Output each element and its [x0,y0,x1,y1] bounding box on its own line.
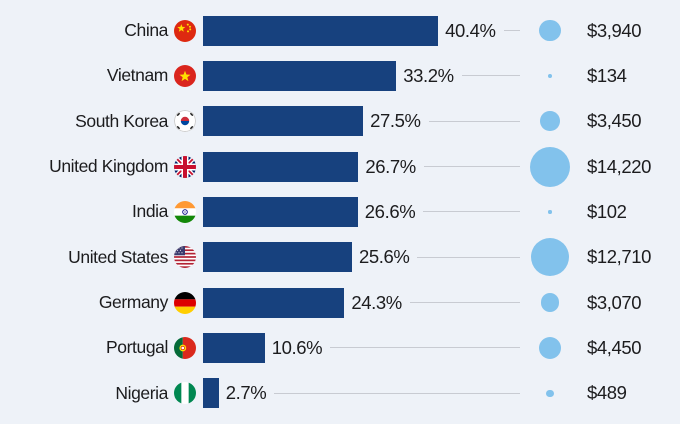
bubble-cell [528,111,572,132]
value-label: $134 [587,64,627,86]
bar [203,60,397,91]
percent-label: 40.4% [445,19,496,41]
germany-flag-icon [174,291,196,314]
percent-label: 10.6% [271,336,323,358]
connector-line [330,347,520,349]
connector-line [461,75,520,77]
bar [203,378,219,409]
value-bubble [548,210,552,214]
value-label: $4,450 [587,336,642,358]
bubble-cell [528,238,572,277]
bubble-cell [528,20,572,42]
value-bubble [539,20,561,42]
united-kingdom-flag-icon [174,155,196,178]
bubble-cell [528,210,572,214]
bubble-cell [528,389,572,397]
value-bubble [538,336,562,360]
value-label: $489 [587,382,627,404]
chart-row: India 26.6% $102 [42,189,668,234]
connector-line [423,211,520,213]
value-bubble [548,74,552,78]
value-bubble [540,293,560,312]
bubble-cell [528,74,572,78]
value-bubble [546,389,554,397]
value-label: $3,940 [587,19,642,41]
connector-line [423,166,520,168]
chart-row: United Kingdom 26.7% $14,220 [42,144,668,189]
bar [203,242,352,273]
country-label: Nigeria [115,382,168,403]
percent-label: 27.5% [370,110,421,132]
connector-line [417,256,520,258]
value-bubble [540,111,560,132]
connector-line [503,30,520,32]
country-label: China [124,20,168,41]
bar [203,196,358,227]
bar [203,287,345,318]
chart-row: United States 25.6% $12,710 [42,235,668,280]
chart-row: South Korea 27.5% $3,450 [42,99,668,144]
value-bubble [531,238,569,277]
bar [203,106,364,137]
value-label: $3,450 [587,110,642,132]
bar [203,151,359,182]
chart-row: Germany 24.3% $3,070 [42,280,668,325]
country-label: Vietnam [106,65,168,86]
chart-row: Vietnam 33.2% $134 [42,53,668,98]
value-label: $14,220 [587,155,652,177]
chart-row: China 40.4% $3,940 [42,8,668,53]
percent-label: 24.3% [351,291,402,313]
india-flag-icon [174,200,196,223]
percent-label: 26.6% [364,200,416,222]
country-label: United Kingdom [49,156,168,177]
united-states-flag-icon [174,246,196,269]
bubble-cell [528,336,572,360]
bar [203,332,265,363]
country-label: South Korea [75,110,168,131]
bubble-cell [528,146,572,187]
bar [203,15,439,46]
connector-line [428,120,520,122]
country-label: Germany [98,292,169,313]
value-label: $3,070 [587,291,642,313]
bubble-cell [528,293,572,312]
percent-label: 25.6% [359,246,410,268]
connector-line [409,302,520,304]
percent-label: 33.2% [403,64,454,86]
connector-line [274,392,520,394]
vietnam-flag-icon [174,64,196,87]
country-label: India [132,201,168,222]
percent-label: 26.7% [365,155,416,177]
country-label: Portugal [106,337,168,358]
chart-row: Nigeria 2.7% $489 [42,371,668,416]
nigeria-flag-icon [174,382,196,405]
country-label: United States [68,246,168,267]
china-flag-icon [174,19,196,42]
value-bubble [529,146,571,187]
percent-label: 2.7% [225,382,267,404]
south-korea-flag-icon [174,110,196,133]
value-label: $102 [587,200,627,222]
chart-row: Portugal 10.6% $4,450 [42,325,668,370]
value-label: $12,710 [587,246,652,268]
portugal-flag-icon [174,336,196,359]
